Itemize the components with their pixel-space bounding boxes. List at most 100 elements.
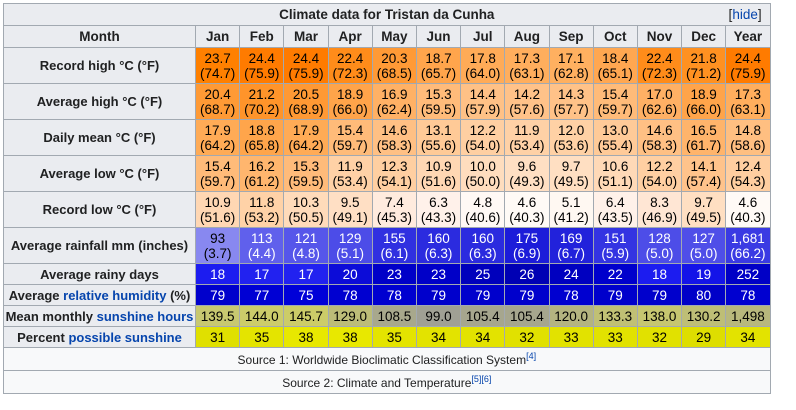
cell-value: 15.3 bbox=[425, 86, 452, 102]
row-label: Daily mean °C (°F) bbox=[3, 119, 196, 156]
cell-value: 18.8 bbox=[248, 122, 275, 138]
cell-value: 128 bbox=[648, 230, 671, 246]
cell-value-imperial: (66.0) bbox=[332, 101, 368, 117]
table-cell: 128 (5.0) bbox=[636, 227, 683, 264]
table-cell: 20.5 (68.9) bbox=[283, 83, 329, 120]
cell-value: 12.3 bbox=[381, 158, 408, 174]
cell-value-imperial: (51.1) bbox=[597, 173, 633, 189]
table-cell: 22.4 (72.3) bbox=[327, 47, 373, 84]
cell-value: 121 bbox=[294, 230, 318, 246]
cell-value: 15.4 bbox=[337, 122, 364, 138]
cell-value-imperial: (64.2) bbox=[288, 137, 324, 153]
table-cell: 12.2 (54.0) bbox=[636, 155, 683, 192]
table-cell: 18.9 (66.0) bbox=[681, 83, 727, 120]
cell-value: 31 bbox=[210, 329, 226, 345]
cell-value-imperial: (65.1) bbox=[597, 65, 633, 81]
month-header-mar: Mar bbox=[283, 25, 329, 48]
cell-value-imperial: (54.3) bbox=[730, 173, 766, 189]
cell-value-imperial: (43.3) bbox=[420, 209, 457, 225]
cell-value-imperial: (5.0) bbox=[689, 245, 718, 261]
table-cell: 129 (5.1) bbox=[327, 227, 373, 264]
table-cell: 17.9 (64.2) bbox=[283, 119, 329, 156]
cell-value: 12.2 bbox=[646, 158, 673, 174]
hide-link[interactable]: hide bbox=[732, 7, 758, 22]
month-header-jun: Jun bbox=[415, 25, 462, 48]
table-cell: 77 bbox=[239, 284, 285, 306]
table-cell: 78 bbox=[725, 284, 771, 306]
cell-value-imperial: (75.9) bbox=[244, 65, 280, 81]
cell-value: 120.0 bbox=[554, 308, 588, 324]
table-cell: 23 bbox=[415, 263, 462, 285]
table-cell: 17 bbox=[283, 263, 329, 285]
cell-value: 133.3 bbox=[598, 308, 633, 324]
month-header-apr: Apr bbox=[327, 25, 373, 48]
cell-value: 18 bbox=[210, 266, 226, 282]
cell-value-imperial: (68.7) bbox=[199, 101, 236, 117]
table-cell: 12.4 (54.3) bbox=[725, 155, 771, 192]
table-cell: 14.1 (57.4) bbox=[681, 155, 727, 192]
hide-toggle[interactable]: [hide] bbox=[728, 7, 762, 22]
cell-value: 33 bbox=[607, 329, 623, 345]
cell-value-imperial: (61.7) bbox=[686, 137, 722, 153]
cell-value: 145.7 bbox=[289, 308, 323, 324]
cell-value: 129 bbox=[338, 230, 362, 246]
table-cell: 34 bbox=[460, 326, 506, 348]
table-cell: 9.7 (49.5) bbox=[548, 155, 594, 192]
cell-value: 12.4 bbox=[734, 158, 762, 174]
table-cell: 9.5 (49.1) bbox=[327, 191, 373, 228]
cell-value-imperial: (66.2) bbox=[730, 245, 766, 261]
cell-value: 26 bbox=[519, 266, 535, 282]
cell-value: 34 bbox=[740, 329, 756, 345]
cell-value-imperial: (51.6) bbox=[199, 209, 236, 225]
table-cell: 79 bbox=[415, 284, 462, 306]
cell-value: 160 bbox=[471, 230, 494, 246]
table-cell: 78 bbox=[548, 284, 594, 306]
cell-value: 38 bbox=[298, 329, 314, 345]
cell-value-imperial: (51.6) bbox=[420, 173, 457, 189]
table-cell: 79 bbox=[592, 284, 638, 306]
cell-value: 13.0 bbox=[602, 122, 629, 138]
table-cell: 38 bbox=[327, 326, 373, 348]
table-cell: 12.2 (54.0) bbox=[460, 119, 506, 156]
source-1-refs[interactable]: [4] bbox=[526, 351, 537, 361]
table-cell: 18.8 (65.8) bbox=[239, 119, 285, 156]
cell-value: 1,681 bbox=[731, 230, 765, 246]
cell-value: 23 bbox=[386, 266, 402, 282]
source-2-refs[interactable]: [5][6] bbox=[471, 374, 492, 384]
table-cell: 80 bbox=[681, 284, 727, 306]
cell-value-imperial: (49.1) bbox=[332, 209, 368, 225]
cell-value: 9.6 bbox=[517, 158, 537, 174]
row-label: Mean monthly sunshine hours bbox=[3, 305, 196, 327]
cell-value: 17 bbox=[254, 266, 270, 282]
row-label-link[interactable]: relative humidity bbox=[63, 287, 167, 303]
cell-value: 21.8 bbox=[690, 50, 717, 66]
cell-value: 169 bbox=[559, 230, 583, 246]
cell-value: 77 bbox=[254, 287, 270, 303]
row-label-link[interactable]: possible sunshine bbox=[68, 329, 182, 345]
table-cell: 16.2 (61.2) bbox=[239, 155, 285, 192]
cell-value: 22.4 bbox=[337, 50, 364, 66]
cell-value: 35 bbox=[386, 329, 402, 345]
cell-value-imperial: (6.3) bbox=[424, 245, 453, 261]
cell-value: 6.4 bbox=[605, 194, 625, 210]
cell-value-imperial: (4.4) bbox=[247, 245, 276, 261]
table-cell: 6.4 (43.5) bbox=[592, 191, 638, 228]
table-cell: 14.8 (58.6) bbox=[725, 119, 771, 156]
table-cell: 1,681 (66.2) bbox=[725, 227, 771, 264]
cell-value: 22 bbox=[607, 266, 623, 282]
cell-value: 14.4 bbox=[469, 86, 496, 102]
table-cell: 120.0 bbox=[548, 305, 594, 327]
cell-value: 160 bbox=[427, 230, 450, 246]
cell-value-imperial: (75.9) bbox=[730, 65, 766, 81]
row-label-link[interactable]: sunshine hours bbox=[96, 308, 194, 324]
cell-value: 14.2 bbox=[513, 86, 541, 102]
table-cell: 160 (6.3) bbox=[415, 227, 462, 264]
table-row: Record low °C (°F) 10.9 (51.6) 11.8 (53.2) 10… bbox=[3, 191, 771, 228]
table-cell: 5.1 (41.2) bbox=[548, 191, 594, 228]
row-label: Average rainy days bbox=[3, 263, 196, 285]
month-header-aug: Aug bbox=[504, 25, 550, 48]
table-cell: 79 bbox=[460, 284, 506, 306]
table-cell: 25 bbox=[460, 263, 506, 285]
cell-value-imperial: (61.2) bbox=[244, 173, 280, 189]
cell-value: 20.3 bbox=[381, 50, 408, 66]
